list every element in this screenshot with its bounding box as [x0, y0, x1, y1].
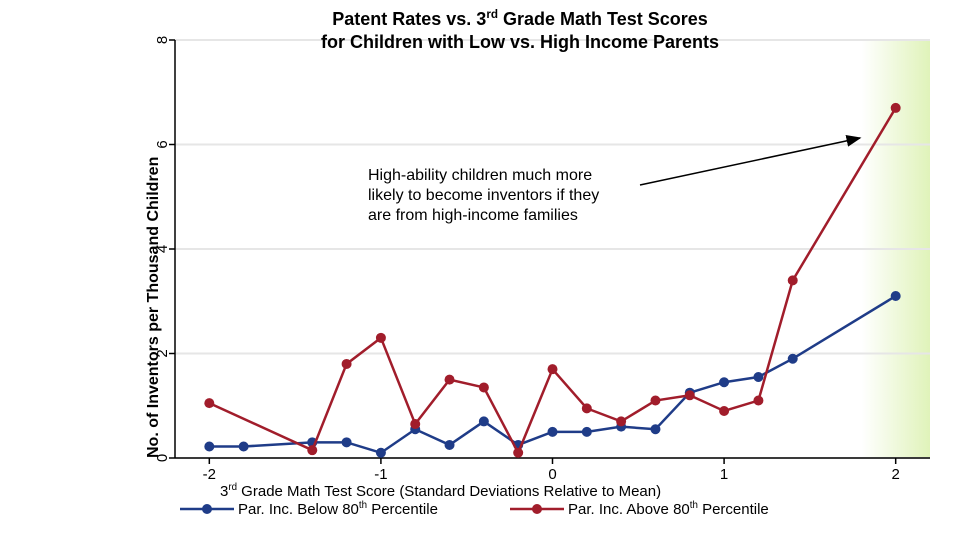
leg-low-sup: th: [359, 500, 367, 511]
leg-low-a: Par. Inc. Below 80: [238, 501, 359, 518]
leg-high-a: Par. Inc. Above 80: [568, 501, 690, 518]
legend-high-label: Par. Inc. Above 80th Percentile: [568, 500, 769, 518]
chart-svg: 02468-2-1012: [0, 0, 960, 540]
anno-l3: are from high-income families: [368, 207, 578, 224]
x-axis-label: 3rd Grade Math Test Score (Standard Devi…: [220, 482, 661, 500]
annotation-text: High-ability children much more likely t…: [368, 166, 599, 226]
legend-low-label: Par. Inc. Below 80th Percentile: [238, 500, 438, 518]
svg-text:1: 1: [720, 466, 728, 483]
xlabel-b: Grade Math Test Score (Standard Deviatio…: [237, 483, 661, 500]
leg-high-b: Percentile: [698, 501, 769, 518]
xlabel-sup: rd: [228, 482, 237, 493]
title-line1: Patent Rates vs. 3rd Grade Math Test Sco…: [332, 9, 708, 29]
anno-l1: High-ability children much more: [368, 167, 592, 184]
legend-low-swatch: [180, 502, 234, 516]
legend-high: Par. Inc. Above 80th Percentile: [510, 500, 769, 518]
svg-text:0: 0: [548, 466, 556, 483]
svg-text:-2: -2: [203, 466, 216, 483]
leg-high-sup: th: [690, 500, 698, 511]
chart-container: 02468-2-1012: [0, 0, 960, 540]
chart-title: Patent Rates vs. 3rd Grade Math Test Sco…: [260, 8, 780, 53]
legend-high-swatch: [510, 502, 564, 516]
title-sup: rd: [486, 8, 498, 21]
y-axis-label: No. of Inventors per Thousand Children: [145, 40, 163, 458]
title-text-1a: Patent Rates vs. 3: [332, 9, 486, 29]
svg-text:2: 2: [892, 466, 900, 483]
title-line2: for Children with Low vs. High Income Pa…: [321, 32, 719, 52]
title-text-1b: Grade Math Test Scores: [498, 9, 708, 29]
svg-text:-1: -1: [374, 466, 387, 483]
anno-l2: likely to become inventors if they: [368, 187, 599, 204]
legend-low: Par. Inc. Below 80th Percentile: [180, 500, 438, 518]
leg-low-b: Percentile: [367, 501, 438, 518]
